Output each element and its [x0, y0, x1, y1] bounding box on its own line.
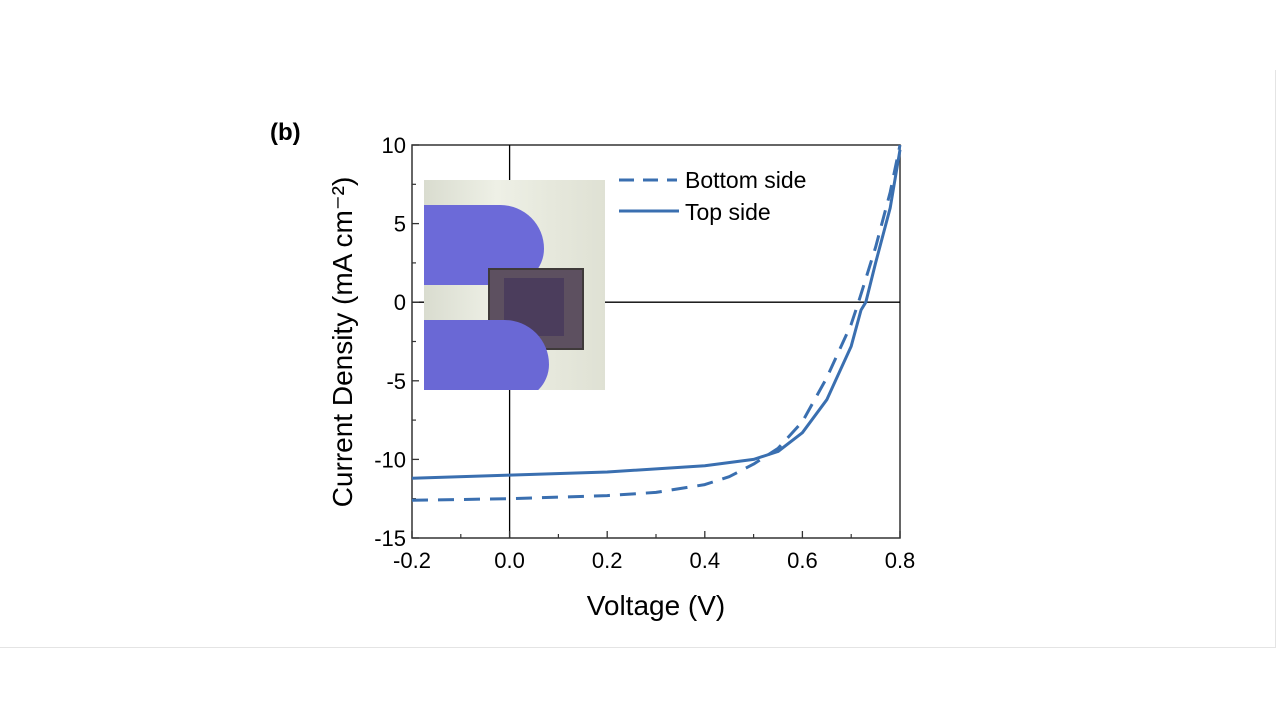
y-tick-label: -5 [386, 369, 406, 394]
legend-label-bottom-side: Bottom side [685, 167, 806, 193]
series-line-bottom-side [411, 144, 902, 502]
y-axis-label: Current Density (mA cm⁻²) [327, 177, 358, 508]
legend-label-top-side: Top side [685, 199, 771, 225]
x-tick-label: 0.6 [787, 548, 818, 573]
page-border-right [1275, 70, 1276, 648]
x-axis-label: Voltage (V) [587, 590, 726, 621]
x-tick-label: 0.0 [494, 548, 525, 573]
x-tick-label: 0.8 [885, 548, 916, 573]
y-tick-label: 5 [394, 212, 406, 237]
series-line-top-side [411, 149, 902, 480]
x-tick-label: 0.4 [690, 548, 721, 573]
glove-finger-bottom [424, 320, 549, 390]
y-tick-label: 10 [382, 133, 406, 158]
page-border-bottom [0, 647, 1276, 648]
legend: Bottom side Top side [619, 167, 806, 225]
y-tick-label: 0 [394, 290, 406, 315]
y-tick-label: -10 [374, 447, 406, 472]
panel-label: (b) [270, 119, 301, 146]
y-tick-label: -15 [374, 526, 406, 551]
x-tick-label: 0.2 [592, 548, 623, 573]
x-tick-label: -0.2 [393, 548, 431, 573]
inset-photo [424, 180, 605, 390]
